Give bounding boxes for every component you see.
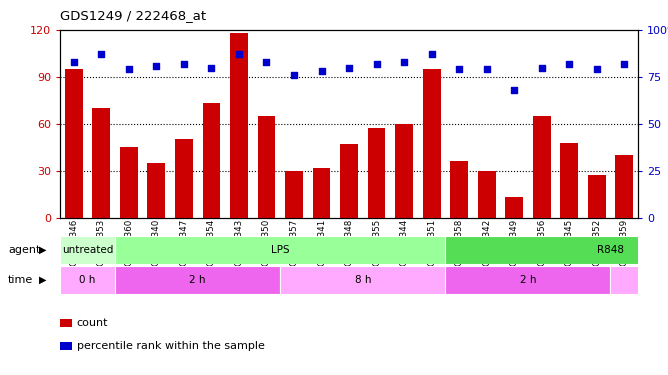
Bar xyxy=(175,140,193,218)
Point xyxy=(371,61,382,67)
Text: 0 h: 0 h xyxy=(79,275,96,285)
Point xyxy=(234,51,244,57)
Point xyxy=(206,64,217,70)
Point xyxy=(399,59,409,65)
Bar xyxy=(92,108,110,218)
Bar xyxy=(446,236,668,264)
Text: percentile rank within the sample: percentile rank within the sample xyxy=(77,341,265,351)
Text: time: time xyxy=(8,275,33,285)
Bar xyxy=(446,266,611,294)
Point xyxy=(124,66,134,72)
Point xyxy=(619,61,629,67)
Bar xyxy=(60,266,115,294)
Point xyxy=(316,68,327,74)
Point xyxy=(343,64,354,70)
Bar xyxy=(478,171,496,217)
Point xyxy=(536,64,547,70)
Bar xyxy=(505,197,523,217)
Bar xyxy=(611,266,668,294)
Bar xyxy=(340,144,358,218)
Bar xyxy=(395,124,413,218)
Bar xyxy=(115,266,281,294)
Bar xyxy=(532,116,550,218)
Bar xyxy=(115,236,446,264)
Point xyxy=(69,59,79,65)
Point xyxy=(426,51,437,57)
Point xyxy=(96,51,107,57)
Point xyxy=(591,66,602,72)
Point xyxy=(151,63,162,69)
Bar xyxy=(148,163,166,218)
Point xyxy=(261,59,272,65)
Bar xyxy=(588,176,606,217)
Text: ▶: ▶ xyxy=(39,245,46,255)
Bar xyxy=(60,236,115,264)
Bar xyxy=(65,69,83,218)
Point xyxy=(564,61,574,67)
Bar xyxy=(281,266,446,294)
Point xyxy=(509,87,520,93)
Point xyxy=(481,66,492,72)
Text: 8 h: 8 h xyxy=(355,275,371,285)
Text: R848: R848 xyxy=(597,245,624,255)
Point xyxy=(454,66,464,72)
Text: 2 h: 2 h xyxy=(190,275,206,285)
Text: count: count xyxy=(77,318,108,328)
Text: ▶: ▶ xyxy=(39,275,46,285)
Point xyxy=(289,72,299,78)
Text: agent: agent xyxy=(8,245,40,255)
Text: GDS1249 / 222468_at: GDS1249 / 222468_at xyxy=(60,9,206,22)
Text: untreated: untreated xyxy=(62,245,114,255)
Bar xyxy=(313,168,331,217)
Bar xyxy=(560,142,578,218)
Bar xyxy=(423,69,440,218)
Bar xyxy=(230,33,248,218)
Text: LPS: LPS xyxy=(271,245,289,255)
Bar xyxy=(450,161,468,218)
Bar xyxy=(615,155,633,218)
Bar xyxy=(285,171,303,217)
Bar xyxy=(258,116,275,218)
Bar xyxy=(202,104,220,218)
Bar xyxy=(120,147,138,218)
Point xyxy=(178,61,189,67)
Text: 2 h: 2 h xyxy=(520,275,536,285)
Bar xyxy=(367,128,385,217)
